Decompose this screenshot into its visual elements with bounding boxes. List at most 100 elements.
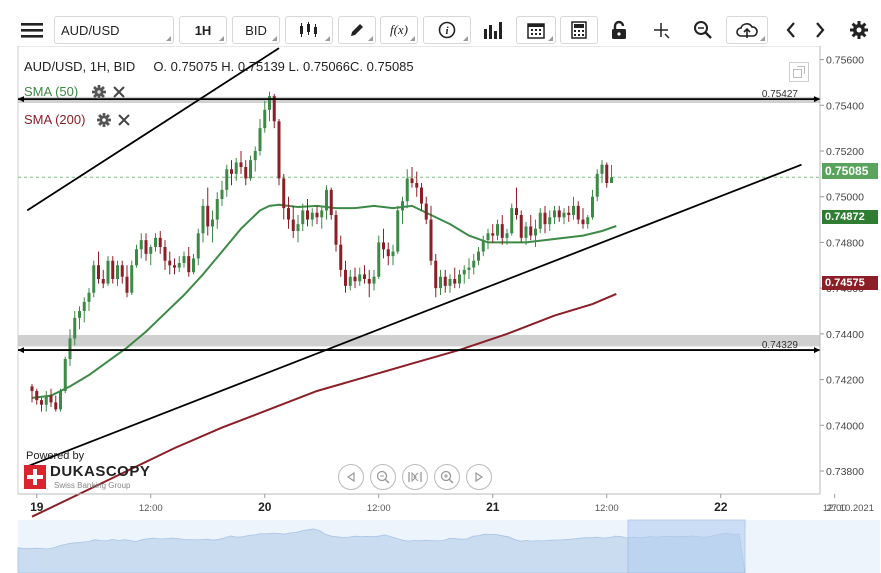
candle-body xyxy=(472,260,476,268)
candle-type-button[interactable] xyxy=(285,16,333,44)
candle-body xyxy=(163,247,167,261)
candle-body xyxy=(177,263,181,268)
settings-button[interactable] xyxy=(846,16,872,44)
function-icon: f(x) xyxy=(389,22,409,37)
navigator-window xyxy=(627,519,746,573)
x-tick-label: 22 xyxy=(714,500,728,514)
ohlc-info: AUD/USD, 1H, BID O. 0.75075 H. 0.75139 L… xyxy=(24,59,414,74)
maximize-button[interactable] xyxy=(789,62,809,82)
swiss-cross-icon xyxy=(24,465,46,489)
zoom-icon xyxy=(694,21,712,39)
candle-body xyxy=(320,210,324,218)
candle-body xyxy=(477,251,480,261)
candle-body xyxy=(557,210,561,218)
prev-button[interactable] xyxy=(779,16,803,44)
chart-area[interactable]: 0.75427 0.74329 0.75600 0.75400 0.75200 0.75… xyxy=(0,46,881,573)
level-label: 0.74329 xyxy=(762,340,799,351)
candle-body xyxy=(63,359,67,391)
candle-body xyxy=(111,260,115,279)
zoom-button[interactable] xyxy=(688,16,718,44)
candle-body xyxy=(553,210,556,218)
candle-body xyxy=(244,167,248,179)
candle-body xyxy=(420,187,423,204)
candle-body xyxy=(168,260,172,266)
candle-body xyxy=(567,212,571,215)
draw-button[interactable] xyxy=(338,16,376,44)
scroll-right-button[interactable] xyxy=(466,464,492,490)
legend-sma50: SMA (50) xyxy=(24,84,126,99)
triangle-right-icon xyxy=(475,472,484,482)
candle-type-icon xyxy=(300,22,317,37)
maximize-icon xyxy=(793,66,805,78)
candle-body xyxy=(329,189,333,215)
candle-body xyxy=(334,215,338,245)
candle-body xyxy=(344,269,347,286)
prev-arrow-icon xyxy=(786,22,795,38)
candle-body xyxy=(325,189,328,211)
candle-body xyxy=(448,279,452,286)
zoom-out-button[interactable] xyxy=(370,464,396,490)
sma200-legend-label: SMA (200) xyxy=(24,112,86,127)
arrow-right-icon xyxy=(814,96,820,103)
candle-body xyxy=(258,128,262,151)
info-button[interactable]: i xyxy=(423,16,471,44)
candle-body xyxy=(572,205,575,215)
candle-body xyxy=(97,265,100,279)
y-tick-label: 0.75600 xyxy=(826,55,864,67)
close-icon[interactable] xyxy=(117,113,131,127)
candle-body xyxy=(519,215,523,238)
candle-body xyxy=(467,267,471,270)
calculator-icon xyxy=(571,21,587,39)
candle-body xyxy=(277,121,281,179)
sma50-price-tag: 0.74872 xyxy=(822,210,878,224)
candle-body xyxy=(120,265,124,277)
candle-body xyxy=(215,199,219,220)
arrow-left-icon xyxy=(18,96,24,103)
fit-button[interactable] xyxy=(402,464,428,490)
candle-body xyxy=(605,164,609,183)
candle-body xyxy=(44,395,48,405)
candle-body xyxy=(116,265,119,279)
zoom-in-button[interactable] xyxy=(434,464,460,490)
gear-icon[interactable] xyxy=(97,112,112,127)
gear-icon[interactable] xyxy=(92,84,107,99)
cloud-upload-button[interactable] xyxy=(726,16,768,44)
next-button[interactable] xyxy=(808,16,832,44)
candle-body xyxy=(486,233,490,241)
calculator-button[interactable] xyxy=(560,16,598,44)
candle-body xyxy=(367,279,371,284)
candle-body xyxy=(534,228,537,236)
candle-body xyxy=(562,212,566,218)
lock-button[interactable] xyxy=(604,16,634,44)
crosshair-button[interactable] xyxy=(646,16,676,44)
candle-body xyxy=(595,173,599,197)
scroll-left-button[interactable] xyxy=(338,464,364,490)
candle-body xyxy=(182,256,186,263)
candle-body xyxy=(30,386,34,391)
arrow-left-icon xyxy=(18,347,24,354)
calendar-button[interactable] xyxy=(516,16,556,44)
y-tick-label: 0.75000 xyxy=(826,192,864,204)
settings-gear-icon xyxy=(850,21,868,39)
sma200-line xyxy=(31,292,617,518)
x-tick-label: 19 xyxy=(30,500,44,514)
instrument-selector[interactable]: AUD/USD xyxy=(54,16,174,44)
function-button[interactable]: f(x) xyxy=(380,16,418,44)
candle-body xyxy=(462,269,466,275)
bar-chart-button[interactable] xyxy=(478,16,508,44)
y-tick-label: 0.73800 xyxy=(826,466,864,478)
period-selector[interactable]: 1H xyxy=(179,16,227,44)
candle-body xyxy=(239,162,243,167)
candle-body xyxy=(353,276,357,282)
close-icon[interactable] xyxy=(112,85,126,99)
level-label: 0.75427 xyxy=(762,89,799,100)
arrow-right-icon xyxy=(814,347,820,354)
x-tick-label: 12:00 xyxy=(823,503,847,514)
candle-body xyxy=(211,219,214,227)
sma200-price-tag: 0.74575 xyxy=(822,276,878,290)
hamburger-menu-icon[interactable] xyxy=(18,16,46,44)
sma50-legend-label: SMA (50) xyxy=(24,84,79,99)
candle-body xyxy=(315,212,319,218)
candle-body xyxy=(35,391,39,401)
side-selector[interactable]: BID xyxy=(232,16,280,44)
